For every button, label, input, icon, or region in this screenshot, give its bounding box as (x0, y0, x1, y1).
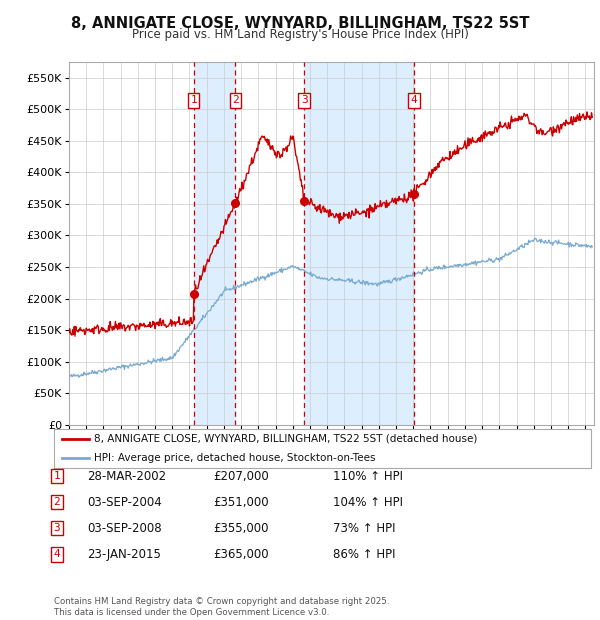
Text: 4: 4 (411, 95, 418, 105)
Text: 1: 1 (190, 95, 197, 105)
Text: 104% ↑ HPI: 104% ↑ HPI (333, 496, 403, 508)
Text: HPI: Average price, detached house, Stockton-on-Tees: HPI: Average price, detached house, Stoc… (94, 453, 376, 463)
Text: 1: 1 (53, 471, 61, 481)
Text: 28-MAR-2002: 28-MAR-2002 (87, 470, 166, 482)
Text: £351,000: £351,000 (213, 496, 269, 508)
Bar (194, 62, 235, 425)
Text: 23-JAN-2015: 23-JAN-2015 (87, 548, 161, 560)
Text: £355,000: £355,000 (213, 522, 269, 534)
Text: 2: 2 (232, 95, 239, 105)
Text: 2: 2 (53, 497, 61, 507)
Text: 4: 4 (53, 549, 61, 559)
Text: 3: 3 (53, 523, 61, 533)
Text: 8, ANNIGATE CLOSE, WYNYARD, BILLINGHAM, TS22 5ST (detached house): 8, ANNIGATE CLOSE, WYNYARD, BILLINGHAM, … (94, 434, 478, 444)
Text: 73% ↑ HPI: 73% ↑ HPI (333, 522, 395, 534)
Text: 03-SEP-2004: 03-SEP-2004 (87, 496, 162, 508)
Text: 86% ↑ HPI: 86% ↑ HPI (333, 548, 395, 560)
Bar (304, 62, 414, 425)
Text: 110% ↑ HPI: 110% ↑ HPI (333, 470, 403, 482)
Text: £365,000: £365,000 (213, 548, 269, 560)
Text: Contains HM Land Registry data © Crown copyright and database right 2025.
This d: Contains HM Land Registry data © Crown c… (54, 598, 389, 617)
Text: £207,000: £207,000 (213, 470, 269, 482)
Text: 3: 3 (301, 95, 308, 105)
Text: 8, ANNIGATE CLOSE, WYNYARD, BILLINGHAM, TS22 5ST: 8, ANNIGATE CLOSE, WYNYARD, BILLINGHAM, … (71, 16, 529, 30)
Text: Price paid vs. HM Land Registry's House Price Index (HPI): Price paid vs. HM Land Registry's House … (131, 28, 469, 41)
Text: 03-SEP-2008: 03-SEP-2008 (87, 522, 161, 534)
